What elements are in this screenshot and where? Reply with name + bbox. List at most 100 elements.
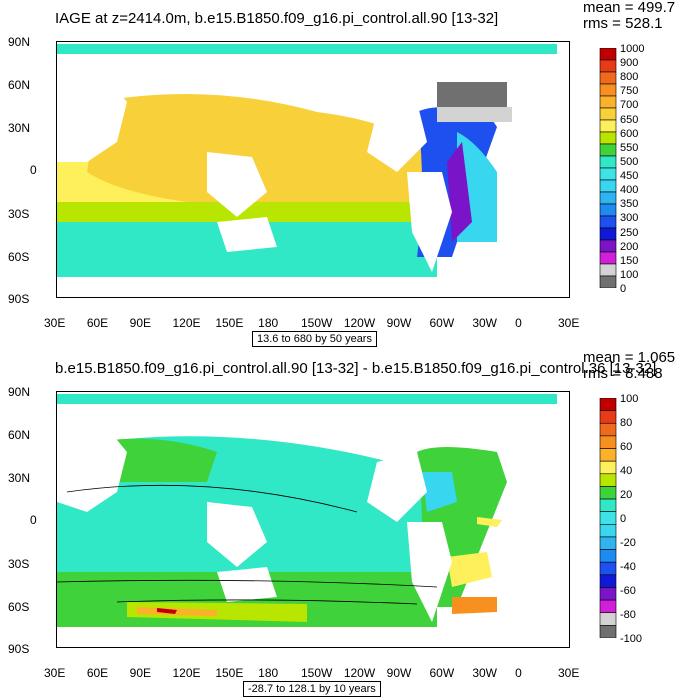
top-colorbar	[599, 48, 617, 288]
colorbar-swatch	[599, 191, 617, 205]
top-lat-label: 90S	[8, 292, 30, 306]
top-lat-label: 30S	[8, 207, 30, 221]
colorbar-label: 750	[620, 85, 639, 98]
bottom-colorbar-labels: 100 80 60 40 20 0 -20 -40 -60 -80 -100	[620, 393, 680, 645]
colorbar-swatch	[599, 599, 617, 614]
colorbar-label: 0	[620, 513, 627, 525]
lon-label: 180	[258, 666, 279, 680]
colorbar-label: 250	[620, 226, 639, 239]
colorbar-swatch	[599, 263, 617, 277]
colorbar-label: 100	[620, 268, 639, 281]
colorbar-swatch	[599, 203, 617, 217]
lon-label: 30E	[44, 316, 66, 330]
bottom-lat-label: 0	[30, 513, 37, 527]
colorbar-label: 40	[620, 465, 633, 477]
colorbar-label: 350	[620, 198, 639, 211]
lon-label: 30W	[472, 666, 498, 680]
lon-label: 180	[258, 316, 279, 330]
colorbar-label: -60	[620, 585, 636, 597]
colorbar-label: 550	[620, 141, 639, 154]
top-lat-label: 60N	[8, 78, 31, 92]
bottom-lat-label: 60S	[8, 600, 30, 614]
colorbar-label: 450	[620, 170, 639, 183]
lon-label: 60W	[429, 666, 455, 680]
colorbar-swatch	[599, 155, 617, 169]
lon-label: 150E	[215, 316, 244, 330]
lon-label: 0	[515, 666, 522, 680]
lon-label: 150W	[301, 666, 333, 680]
colorbar-label: 80	[620, 417, 633, 429]
colorbar-label: 60	[620, 441, 633, 453]
colorbar-swatch	[599, 422, 617, 437]
lon-label: 90W	[386, 666, 412, 680]
top-lat-label: 60S	[8, 250, 30, 264]
colorbar-swatch	[599, 486, 617, 500]
colorbar-swatch	[599, 625, 617, 638]
colorbar-swatch	[599, 435, 617, 449]
colorbar-swatch	[599, 167, 617, 181]
colorbar-swatch	[599, 561, 617, 576]
colorbar-swatch	[599, 275, 617, 288]
bottom-colorbar	[599, 398, 617, 638]
colorbar-label: 900	[620, 57, 639, 70]
colorbar-swatch	[599, 612, 617, 626]
colorbar-label: -40	[620, 561, 636, 573]
colorbar-swatch	[599, 179, 617, 193]
top-rms-stat: rms = 528.1	[583, 15, 663, 32]
colorbar-swatch	[599, 448, 617, 462]
colorbar-label: 200	[620, 240, 639, 253]
colorbar-swatch	[599, 95, 617, 109]
lon-label: 120W	[343, 316, 376, 330]
colorbar-swatch	[599, 251, 617, 265]
top-lat-label: 90N	[8, 35, 31, 49]
bottom-rms-stat: rms = 8.488	[583, 365, 663, 382]
colorbar-swatch	[599, 227, 617, 241]
colorbar-label: -100	[620, 633, 643, 645]
colorbar-label: 100	[620, 393, 639, 405]
colorbar-swatch	[599, 410, 617, 424]
colorbar-label: 0	[620, 283, 627, 295]
top-lon-axis: 30E 60E 90E 120E 150E 180 150W 120W 90W 60W 30W 0 30…	[0, 316, 700, 332]
colorbar-swatch	[599, 215, 617, 229]
bottom-lat-label: 90S	[8, 642, 30, 656]
bottom-lat-label: 90N	[8, 385, 31, 399]
colorbar-label: 1000	[620, 43, 645, 55]
top-panel-title: IAGE at z=2414.0m, b.e15.B1850.f09_g16.p…	[55, 10, 499, 27]
colorbar-swatch	[599, 524, 617, 538]
colorbar-swatch	[599, 143, 617, 157]
lon-label: 0	[515, 316, 522, 330]
colorbar-swatch	[599, 498, 617, 512]
colorbar-swatch	[599, 536, 617, 550]
colorbar-swatch	[599, 587, 617, 601]
colorbar-swatch	[599, 71, 617, 85]
top-lat-label: 30N	[8, 121, 31, 135]
colorbar-label: 400	[620, 184, 639, 197]
lon-label: 30W	[472, 316, 498, 330]
lon-label: 60W	[429, 316, 455, 330]
bottom-lon-axis: 30E 60E 90E 120E 150E 180 150W 120W 90W 60W 30W 0 30…	[0, 666, 700, 682]
lon-label: 150E	[215, 666, 244, 680]
colorbar-swatch	[599, 107, 617, 121]
top-map-field	[57, 42, 569, 297]
top-lat-label: 0	[30, 163, 37, 177]
lon-label: 30E	[558, 316, 580, 330]
colorbar-label: 800	[620, 71, 639, 84]
bottom-mean-stat: mean = 1.065	[583, 349, 676, 366]
lon-label: 30E	[558, 666, 580, 680]
colorbar-label: 500	[620, 155, 639, 168]
lon-label: 90E	[129, 316, 152, 330]
colorbar-label: 600	[620, 127, 639, 140]
top-mean-stat: mean = 499.7	[583, 0, 676, 16]
colorbar-label: 650	[620, 113, 639, 126]
lon-label: 60E	[86, 316, 109, 330]
lon-label: 60E	[86, 666, 109, 680]
lon-label: 90W	[386, 316, 412, 330]
lon-label: 120E	[172, 666, 201, 680]
colorbar-swatch	[599, 398, 617, 411]
bottom-map-field	[56, 392, 569, 647]
lon-label: 90E	[129, 666, 152, 680]
colorbar-swatch	[599, 473, 617, 487]
colorbar-label: 700	[620, 99, 639, 112]
colorbar-swatch	[599, 119, 617, 133]
lon-label: 30E	[44, 666, 66, 680]
